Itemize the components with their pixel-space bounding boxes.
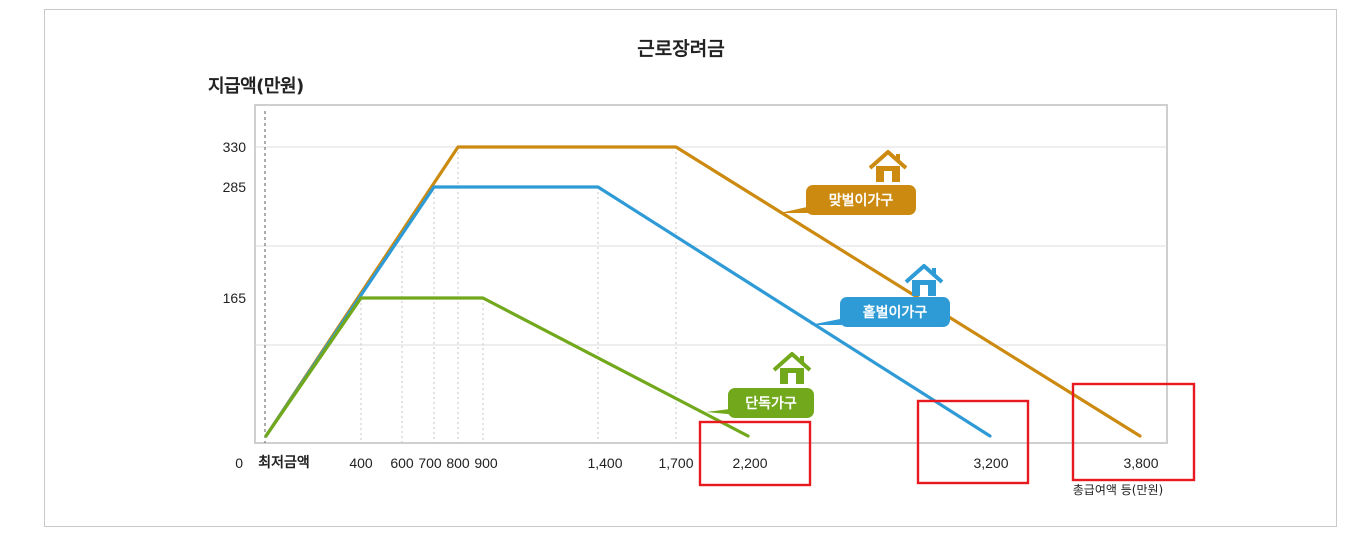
- x-tick-label: 700: [418, 455, 442, 471]
- x-tick-label: 800: [446, 455, 470, 471]
- callout-label: 맞벌이가구: [829, 192, 894, 209]
- y-tick-label: 165: [223, 290, 247, 306]
- callout-label: 단독가구: [745, 395, 797, 412]
- highlight-box: [916, 399, 1030, 485]
- highlight-box: [1071, 382, 1196, 482]
- callout-box: [806, 185, 916, 215]
- house-chimney: [932, 268, 936, 276]
- x-tick-label: 1,400: [587, 455, 622, 471]
- house-roof: [904, 264, 944, 284]
- callout-label: 홑벌이가구: [863, 304, 928, 321]
- tick-layer: 0 165 285 330 최저금액 400 600 700 800 900 1,400 1,700 2…: [223, 139, 1164, 497]
- house-icon: [904, 264, 944, 296]
- series-layer: [264, 145, 1142, 438]
- y-tick-label: 285: [223, 179, 247, 195]
- series-callout: 홑벌이가구: [810, 264, 950, 327]
- y-tick-label: 0: [235, 455, 243, 471]
- x-tick-label: 600: [390, 455, 414, 471]
- house-door: [788, 373, 796, 384]
- x-tick-label: 400: [349, 455, 373, 471]
- grid-layer: [254, 104, 1168, 444]
- series-callout: 맞벌이가구: [780, 150, 916, 215]
- y-axis-title: 지급액(만원): [208, 76, 304, 97]
- x-tick-label: 900: [474, 455, 498, 471]
- chart-title: 근로장려금: [637, 38, 725, 60]
- plot-area: [254, 104, 1168, 444]
- house-icon: [868, 150, 908, 182]
- callout-box: [840, 297, 950, 327]
- house-door: [884, 171, 892, 182]
- highlight-box: [698, 420, 812, 487]
- house-icon: [772, 352, 812, 384]
- house-roof: [772, 352, 812, 372]
- series-line: [264, 296, 750, 438]
- x-tick-label: 2,200: [732, 455, 767, 471]
- highlight-layer: [698, 382, 1196, 487]
- x-tick-label: 3,800: [1123, 455, 1158, 471]
- x-tick-label: 1,700: [658, 455, 693, 471]
- y-tick-label: 330: [223, 139, 247, 155]
- series-callout: 단독가구: [706, 352, 814, 418]
- x-origin-label: 최저금액: [258, 454, 310, 471]
- house-chimney: [800, 356, 804, 364]
- x-tick-label: 3,200: [973, 455, 1008, 471]
- house-chimney: [896, 154, 900, 162]
- house-roof: [868, 150, 908, 170]
- callout-box: [728, 388, 814, 418]
- house-door: [920, 285, 928, 296]
- x-axis-title: 총급여액 등(만원): [1073, 483, 1163, 497]
